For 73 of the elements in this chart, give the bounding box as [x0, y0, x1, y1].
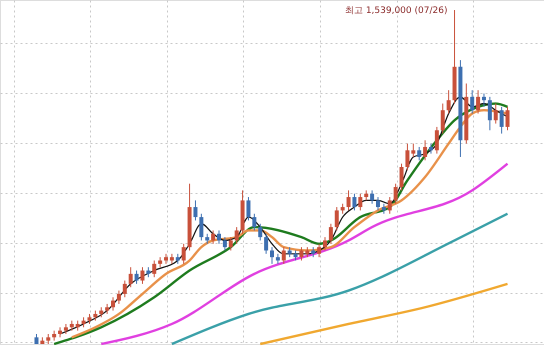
candlestick	[382, 203, 386, 214]
candlestick	[482, 93, 486, 108]
candlestick	[428, 143, 433, 154]
candlestick	[311, 246, 316, 258]
candlestick	[116, 290, 121, 304]
candlestick	[140, 266, 144, 284]
candlestick	[105, 303, 110, 314]
candlestick	[500, 106, 504, 134]
candlestick	[417, 146, 422, 161]
candlestick	[87, 313, 92, 324]
candlestick	[158, 256, 162, 268]
candlestick	[352, 193, 356, 211]
candlestick	[134, 270, 139, 284]
candlestick	[264, 233, 268, 254]
candlestick	[270, 246, 274, 264]
candlestick	[328, 223, 333, 244]
candlestick	[400, 163, 404, 191]
candlestick	[394, 183, 398, 204]
candlestick	[282, 246, 286, 264]
candlestick	[228, 236, 233, 251]
candlestick	[234, 226, 239, 244]
candlestick	[494, 103, 498, 124]
candlestick	[258, 223, 262, 241]
candlestick	[217, 230, 222, 244]
candlestick	[364, 190, 368, 201]
candlestick	[182, 243, 186, 264]
candlestick	[146, 266, 150, 278]
candlestick	[334, 206, 339, 231]
candlestick	[476, 90, 480, 114]
candlestick	[317, 243, 322, 258]
candlestick	[252, 213, 256, 231]
candlestick	[128, 266, 133, 288]
candlestick	[376, 196, 380, 211]
candlestick	[222, 236, 227, 251]
candlestick	[99, 306, 104, 318]
candlestick	[388, 196, 392, 214]
candlestick	[294, 250, 298, 262]
candlestick	[93, 310, 98, 322]
candlestick	[423, 140, 428, 161]
candlestick	[82, 316, 86, 328]
candlestick	[164, 253, 168, 264]
candlestick	[170, 253, 174, 264]
candlestick	[288, 246, 292, 258]
candlestick	[440, 103, 445, 134]
candlestick	[434, 126, 439, 154]
candlestick	[246, 196, 250, 221]
candlestick	[506, 106, 510, 131]
candlestick	[111, 296, 116, 312]
candlestick	[52, 330, 56, 342]
candlestick	[199, 213, 204, 241]
candlestick	[122, 280, 127, 298]
candlestick	[358, 193, 362, 211]
candlestick	[488, 96, 492, 131]
candlestick	[176, 253, 180, 264]
candlestick	[211, 230, 216, 244]
candlestick	[370, 190, 374, 204]
candlestick	[405, 143, 410, 171]
candlestick	[446, 90, 451, 114]
candlestick	[340, 203, 345, 214]
candlestick	[152, 260, 156, 278]
candlestick	[411, 143, 416, 158]
candlestick	[305, 246, 310, 258]
candlestick	[276, 253, 280, 264]
candlestick	[64, 323, 68, 334]
candlestick	[205, 233, 210, 244]
candlestick	[322, 236, 327, 251]
candlestick	[46, 333, 50, 344]
annotation: 최고 1,539,000 (07/26)	[344, 6, 448, 16]
candlestick	[58, 326, 62, 338]
candlestick	[346, 190, 351, 211]
candlestick	[193, 200, 198, 221]
candlestick	[470, 90, 474, 114]
candlestick	[299, 246, 304, 262]
